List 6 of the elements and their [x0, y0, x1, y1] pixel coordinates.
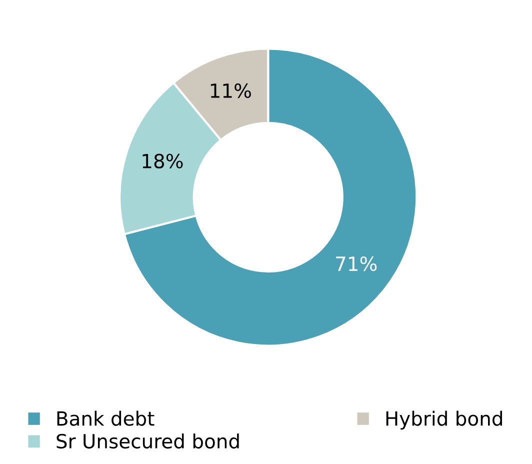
data-label: 18% [142, 154, 183, 168]
data-label: 11% [210, 83, 251, 98]
legend-label: Hybrid bond [386, 410, 502, 430]
legend-label: Sr Unsecured bond [56, 434, 239, 449]
data-label: 71% [336, 256, 377, 272]
legend-label: Bank debt [57, 410, 154, 426]
